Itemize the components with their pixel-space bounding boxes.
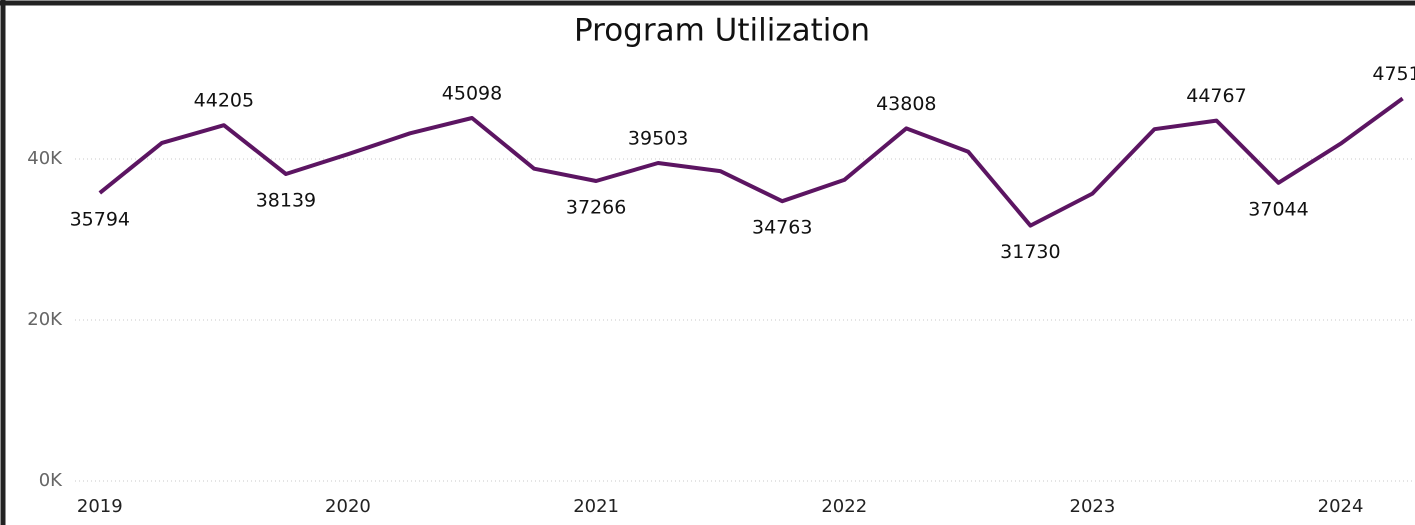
y-tick-label: 0K (39, 470, 63, 491)
data-label: 37044 (1248, 198, 1308, 220)
x-tick-label: 2024 (1318, 496, 1364, 517)
x-tick-label: 2021 (573, 496, 619, 517)
data-label: 37266 (566, 197, 626, 219)
line-series (98, 96, 1404, 228)
x-tick-label: 2020 (325, 496, 371, 517)
data-label: 35794 (70, 208, 130, 230)
data-label: 43808 (876, 93, 936, 115)
data-label: 34763 (752, 217, 812, 239)
x-tick-label: 2019 (77, 496, 123, 517)
x-tick-label: 2023 (1070, 496, 1116, 517)
data-label: 44205 (194, 90, 254, 112)
y-tick-label: 20K (27, 309, 63, 330)
data-label: 39503 (628, 128, 688, 150)
x-tick-label: 2022 (821, 496, 867, 517)
data-label: 44767 (1186, 85, 1246, 107)
y-tick-label: 40K (27, 148, 63, 169)
chart-title: Program Utilization (574, 13, 870, 49)
data-label: 45098 (442, 82, 502, 104)
data-label: 47517 (1372, 63, 1415, 85)
data-label: 31730 (1000, 241, 1060, 263)
data-label: 38139 (256, 189, 316, 211)
